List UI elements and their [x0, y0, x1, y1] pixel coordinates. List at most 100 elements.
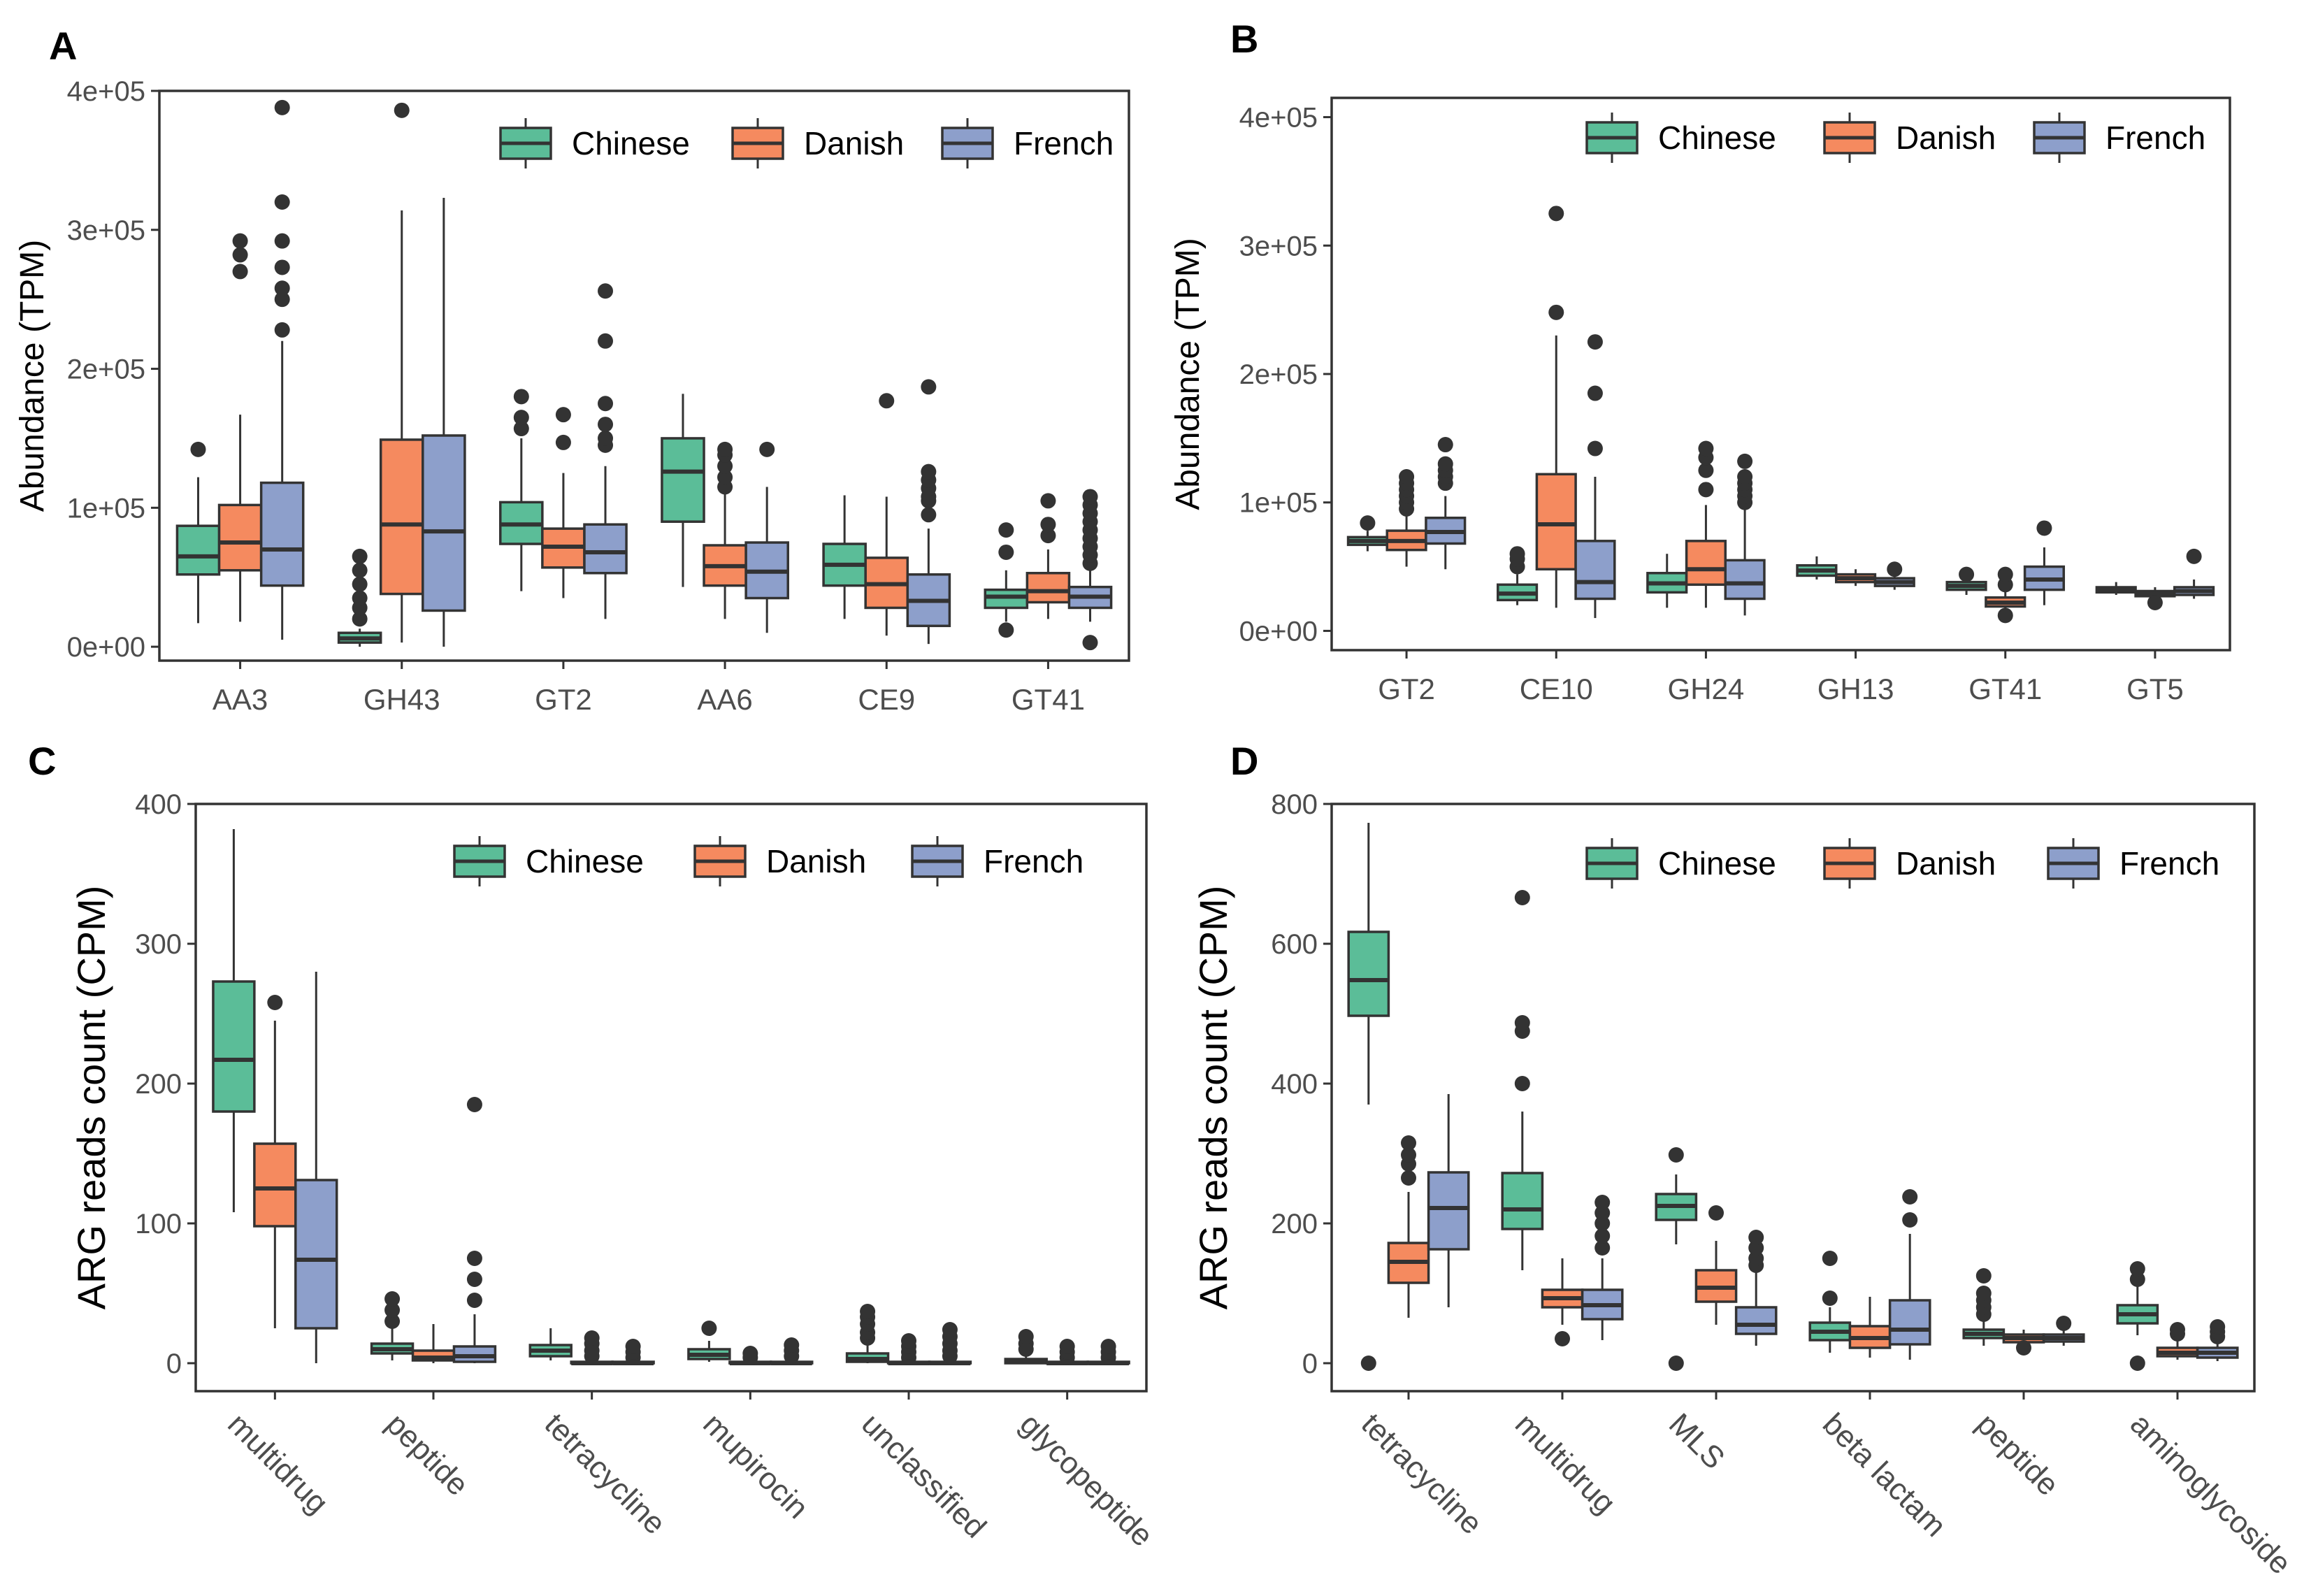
- outlier-point: [1748, 1230, 1764, 1245]
- outlier-point: [1040, 528, 1056, 544]
- outlier-point: [1360, 515, 1376, 531]
- outlier-point: [2147, 595, 2163, 611]
- outlier-point: [1975, 1268, 1992, 1284]
- panel-letter: A: [49, 24, 77, 68]
- box-french-gh13: [1873, 561, 1915, 590]
- y-tick-label: 600: [1271, 929, 1318, 960]
- y-tick-label: 0: [166, 1349, 182, 1379]
- box-danish-peptide: [2002, 1330, 2045, 1356]
- outlier-point: [1401, 1170, 1416, 1186]
- box-chinese-multidrug: [1501, 890, 1544, 1270]
- box-french-gt2: [583, 283, 628, 619]
- box-danish-ce9: [864, 393, 909, 636]
- box-chinese-ce10: [1496, 546, 1539, 605]
- outlier-point: [466, 1272, 482, 1287]
- outlier-point: [394, 102, 410, 118]
- outlier-point: [513, 410, 529, 426]
- legend-label: Danish: [766, 843, 866, 879]
- y-axis-label: Abundance (TPM): [1169, 238, 1207, 510]
- outlier-point: [701, 1321, 717, 1336]
- y-tick-label: 0e+00: [67, 632, 145, 663]
- box-danish-tetracycline: [570, 1330, 614, 1365]
- box-iqr: [1347, 930, 1390, 1017]
- box-chinese-mupirocin: [687, 1321, 731, 1362]
- box-danish-gt41: [1985, 566, 2026, 624]
- y-tick-label: 1e+05: [67, 493, 145, 524]
- outlier-point: [274, 194, 290, 210]
- outlier-point: [466, 1097, 482, 1112]
- box-chinese-gh24: [1646, 554, 1688, 608]
- outlier-point: [513, 389, 529, 405]
- outlier-point: [267, 995, 283, 1010]
- outlier-point: [1587, 440, 1603, 456]
- outlier-point: [1082, 489, 1098, 505]
- outlier-point: [1555, 1331, 1570, 1346]
- legend-item-chinese: Chinese: [1585, 838, 1776, 889]
- box-chinese-aa3: [175, 441, 221, 624]
- outlier-point: [1668, 1147, 1684, 1163]
- x-tick-label: MLS: [1662, 1407, 1732, 1476]
- y-axis-label: ARG reads count (CPM): [1191, 886, 1235, 1310]
- x-tick-label: AA6: [697, 683, 752, 716]
- outlier-point: [274, 99, 290, 115]
- outlier-point: [1698, 482, 1714, 498]
- x-tick-label: tetracycline: [538, 1407, 672, 1541]
- x-tick-label: GT41: [1968, 673, 2042, 705]
- box-iqr: [1535, 473, 1577, 571]
- y-tick-label: 0e+00: [1239, 616, 1318, 647]
- outlier-point: [717, 469, 733, 485]
- outlier-point: [352, 590, 368, 606]
- x-tick-label: tetracycline: [1355, 1407, 1489, 1541]
- outlier-point: [2170, 1322, 2185, 1337]
- outlier-point: [384, 1302, 401, 1318]
- legend-label: French: [1014, 125, 1114, 161]
- outlier-point: [901, 1333, 916, 1349]
- box-french-gt5: [2173, 548, 2215, 599]
- outlier-point: [2129, 1261, 2145, 1277]
- y-tick-label: 400: [135, 789, 182, 820]
- outlier-point: [1018, 1329, 1034, 1344]
- legend-item-danish: Danish: [693, 836, 866, 886]
- outlier-point: [598, 417, 614, 433]
- outlier-point: [1737, 453, 1753, 469]
- box-iqr: [212, 980, 256, 1113]
- legend-label: Chinese: [572, 125, 690, 161]
- outlier-point: [1737, 468, 1753, 484]
- x-tick-label: multidrug: [221, 1407, 335, 1520]
- panel-c: C 0 100 200 300 400 ARG reads count (CPM) multi…: [28, 739, 1160, 1553]
- panel-letter: C: [28, 739, 56, 783]
- outlier-point: [1822, 1291, 1838, 1306]
- outlier-point: [1887, 561, 1903, 577]
- box-iqr: [1025, 572, 1071, 604]
- box-iqr: [1574, 540, 1616, 601]
- box-danish-gh13: [1834, 569, 1877, 587]
- outlier-point: [513, 421, 529, 437]
- x-tick-label: unclassified: [855, 1407, 993, 1544]
- box-iqr: [661, 437, 705, 523]
- outlier-point: [1548, 206, 1564, 222]
- outlier-point: [1708, 1205, 1724, 1221]
- outlier-point: [1902, 1189, 1918, 1205]
- box-iqr: [422, 434, 466, 612]
- outlier-point: [879, 393, 895, 409]
- box-iqr: [1734, 1306, 1778, 1335]
- outlier-point: [1594, 1228, 1611, 1244]
- outlier-point: [1698, 462, 1714, 478]
- outlier-point: [598, 283, 614, 299]
- box-chinese-gh13: [1796, 556, 1838, 580]
- y-tick-label: 400: [1271, 1069, 1318, 1100]
- x-tick-label: CE10: [1520, 673, 1593, 705]
- legend-label: Danish: [1896, 845, 1996, 882]
- y-tick-label: 2e+05: [67, 354, 145, 385]
- outlier-point: [717, 441, 733, 457]
- outlier-point: [1360, 1356, 1376, 1371]
- box-french-gt41: [2023, 520, 2066, 605]
- outlier-point: [1040, 493, 1056, 509]
- box-chinese-gt41: [984, 522, 1029, 638]
- y-axis-label: ARG reads count (CPM): [69, 886, 113, 1310]
- box-french-aa3: [259, 99, 305, 640]
- box-french-tetracycline: [611, 1339, 655, 1365]
- plot-border: [1330, 96, 2231, 652]
- legend-label: French: [2105, 120, 2205, 156]
- outlier-point: [274, 292, 290, 308]
